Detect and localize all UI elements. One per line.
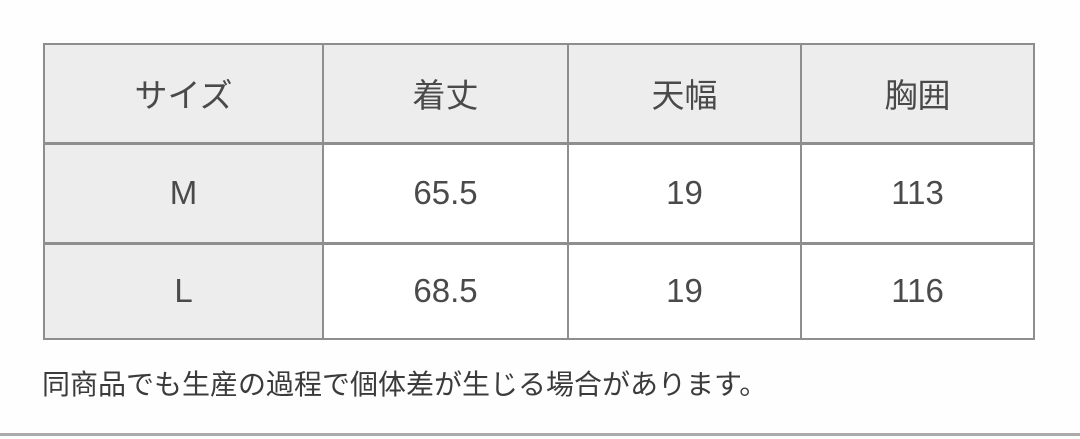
value-cell-length: 68.5 bbox=[322, 242, 569, 340]
table-row-l: L 68.5 19 116 bbox=[43, 242, 1035, 340]
value-cell-length: 65.5 bbox=[322, 142, 569, 245]
value-cell-chest: 116 bbox=[800, 242, 1035, 340]
table-row-m: M 65.5 19 113 bbox=[43, 142, 1035, 245]
size-label-cell: L bbox=[43, 242, 324, 340]
size-table-header-row: サイズ 着丈 天幅 胸囲 bbox=[43, 43, 1035, 145]
size-label-cell: M bbox=[43, 142, 324, 245]
bottom-divider bbox=[0, 433, 1080, 436]
value-cell-top-width: 19 bbox=[567, 142, 802, 245]
size-table: サイズ 着丈 天幅 胸囲 M 65.5 19 113 L 68.5 19 116 bbox=[43, 43, 1035, 340]
value-cell-top-width: 19 bbox=[567, 242, 802, 340]
header-cell-chest: 胸囲 bbox=[800, 43, 1035, 145]
header-cell-top-width: 天幅 bbox=[567, 43, 802, 145]
header-cell-size: サイズ bbox=[43, 43, 324, 145]
value-cell-chest: 113 bbox=[800, 142, 1035, 245]
header-cell-length: 着丈 bbox=[322, 43, 569, 145]
individual-difference-note: 同商品でも生産の過程で個体差が生じる場合があります。 bbox=[42, 369, 768, 400]
